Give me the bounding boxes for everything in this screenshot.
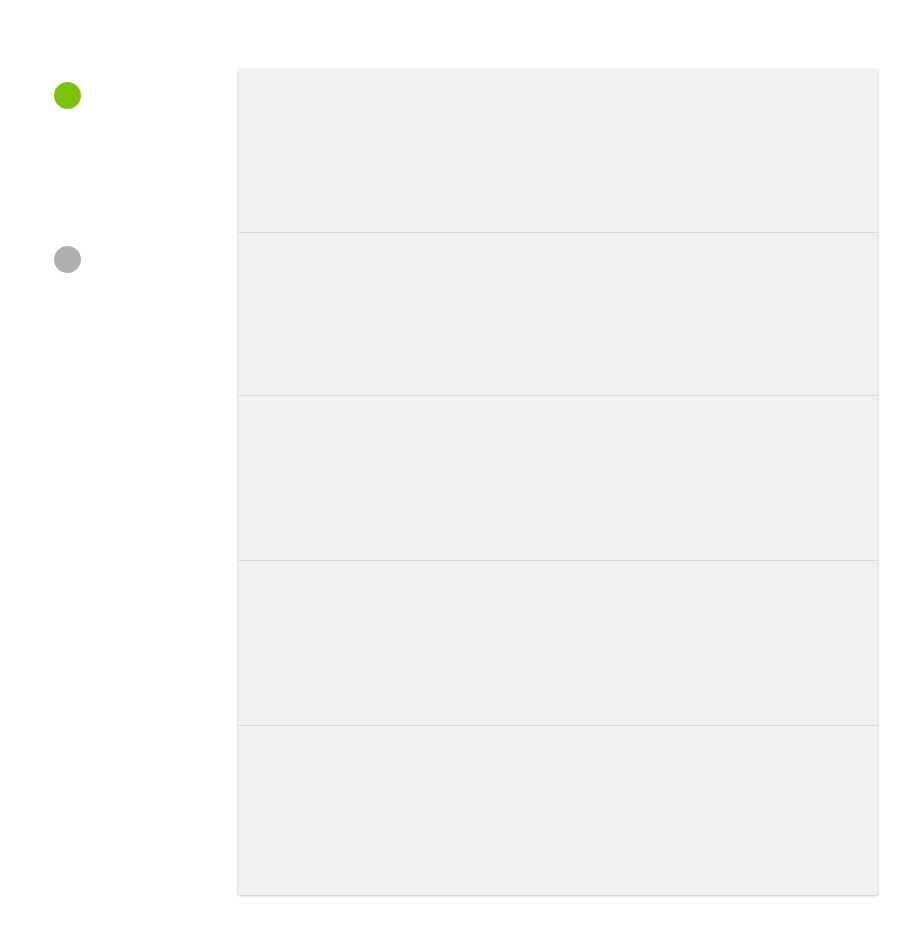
panel-row (238, 560, 878, 725)
panel-row (238, 69, 878, 232)
panel-row (238, 395, 878, 560)
panel-row (238, 725, 878, 895)
panel-row (238, 232, 878, 395)
status-indicator-inactive (54, 246, 81, 273)
status-indicator-active (54, 82, 81, 109)
content-panel (238, 69, 878, 895)
